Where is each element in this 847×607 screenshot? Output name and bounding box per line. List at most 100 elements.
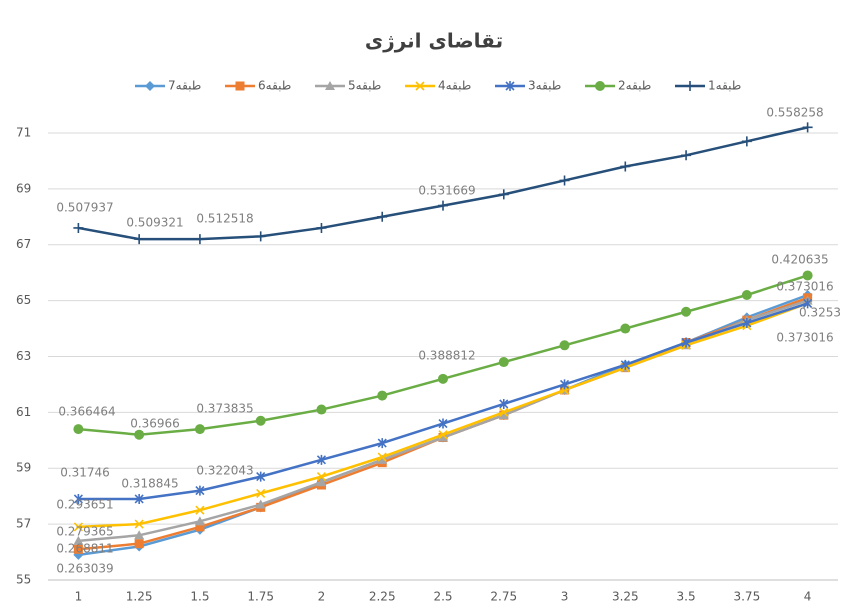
marker <box>316 454 327 465</box>
legend-label: 1طبقه <box>708 79 741 93</box>
series <box>73 270 813 440</box>
annotation: 0.31746 <box>60 466 110 480</box>
annotation: 0.509321 <box>126 216 183 230</box>
x-tick-label: 3.75 <box>733 590 760 604</box>
marker <box>316 404 327 415</box>
annotation: 0.373835 <box>196 402 253 416</box>
marker <box>194 234 205 245</box>
marker <box>498 189 509 200</box>
marker <box>559 175 570 186</box>
x-tick-label: 1.25 <box>126 590 153 604</box>
marker <box>325 81 335 90</box>
y-tick-label: 65 <box>16 293 31 307</box>
x-tick-label: 2.75 <box>490 590 517 604</box>
marker <box>316 222 327 233</box>
marker <box>505 81 515 91</box>
x-tick-label: 1.5 <box>190 590 209 604</box>
marker <box>438 373 448 384</box>
marker <box>438 430 448 440</box>
marker <box>681 150 692 161</box>
x-tick-label: 3.5 <box>677 590 696 604</box>
marker <box>73 424 84 435</box>
legend-label: 5طبقه <box>348 79 381 93</box>
marker <box>499 398 509 409</box>
chart-title: تقاضای انرژی <box>365 29 503 53</box>
legend-label: 3طبقه <box>528 79 561 93</box>
marker <box>620 161 631 172</box>
y-tick-label: 71 <box>16 125 31 139</box>
annotation: 0.3253 <box>799 306 841 320</box>
marker <box>73 493 83 504</box>
marker <box>316 477 327 487</box>
annotation: 0.558258 <box>766 106 823 120</box>
annotation: 0.36966 <box>130 417 180 431</box>
marker <box>559 340 570 351</box>
marker <box>73 522 83 532</box>
marker <box>559 379 570 390</box>
series <box>73 122 813 245</box>
marker <box>377 438 387 449</box>
marker <box>377 452 387 462</box>
marker <box>134 519 144 529</box>
annotation: 0.366464 <box>58 405 115 419</box>
y-tick-label: 63 <box>16 349 31 363</box>
marker <box>73 222 84 233</box>
annotation: 0.388812 <box>418 349 475 363</box>
annotation: 0.318845 <box>121 477 178 491</box>
marker <box>620 359 630 370</box>
legend-label: 4طبقه <box>438 79 471 93</box>
y-tick-label: 69 <box>16 181 31 195</box>
marker <box>681 306 692 317</box>
series <box>73 298 813 504</box>
marker <box>145 81 155 91</box>
y-tick-label: 55 <box>16 573 31 587</box>
marker <box>741 290 752 300</box>
marker <box>134 530 145 540</box>
marker <box>194 424 205 435</box>
annotation: 0.373016 <box>776 280 833 294</box>
marker <box>377 211 388 222</box>
annotation: 0.279365 <box>56 525 113 539</box>
x-tick-label: 2.5 <box>433 590 452 604</box>
y-tick-label: 59 <box>16 461 31 475</box>
marker <box>316 472 327 482</box>
marker <box>195 485 205 496</box>
x-tick-label: 3.25 <box>612 590 639 604</box>
marker <box>255 231 266 242</box>
marker <box>595 81 605 91</box>
y-tick-label: 67 <box>16 237 31 251</box>
marker <box>498 410 509 420</box>
annotation: 0.263039 <box>56 562 113 576</box>
marker <box>73 535 84 545</box>
marker <box>73 544 83 554</box>
annotation: 0.373016 <box>776 331 833 345</box>
annotation: 0.293651 <box>56 498 113 512</box>
annotation: 0.420635 <box>771 253 828 267</box>
legend-label: 2طبقه <box>618 79 651 93</box>
marker <box>195 522 205 532</box>
annotation: 0.512518 <box>196 212 253 226</box>
marker <box>134 493 144 504</box>
x-tick-label: 2.25 <box>369 590 396 604</box>
x-tick-label: 4 <box>804 590 812 604</box>
marker <box>438 418 448 429</box>
marker <box>415 81 425 91</box>
marker <box>256 471 266 482</box>
legend-label: 7طبقه <box>168 79 201 93</box>
marker <box>377 454 388 464</box>
x-tick-label: 1 <box>75 590 83 604</box>
x-tick-label: 2 <box>318 590 326 604</box>
y-tick-label: 57 <box>16 517 31 531</box>
x-tick-label: 3 <box>561 590 569 604</box>
marker <box>235 81 245 91</box>
marker <box>741 136 752 147</box>
marker <box>134 429 145 440</box>
marker <box>377 390 388 401</box>
marker <box>802 270 813 281</box>
marker <box>134 234 145 245</box>
marker <box>803 298 813 309</box>
annotation: 0.507937 <box>56 201 113 215</box>
annotation: 0.268811 <box>56 542 113 556</box>
